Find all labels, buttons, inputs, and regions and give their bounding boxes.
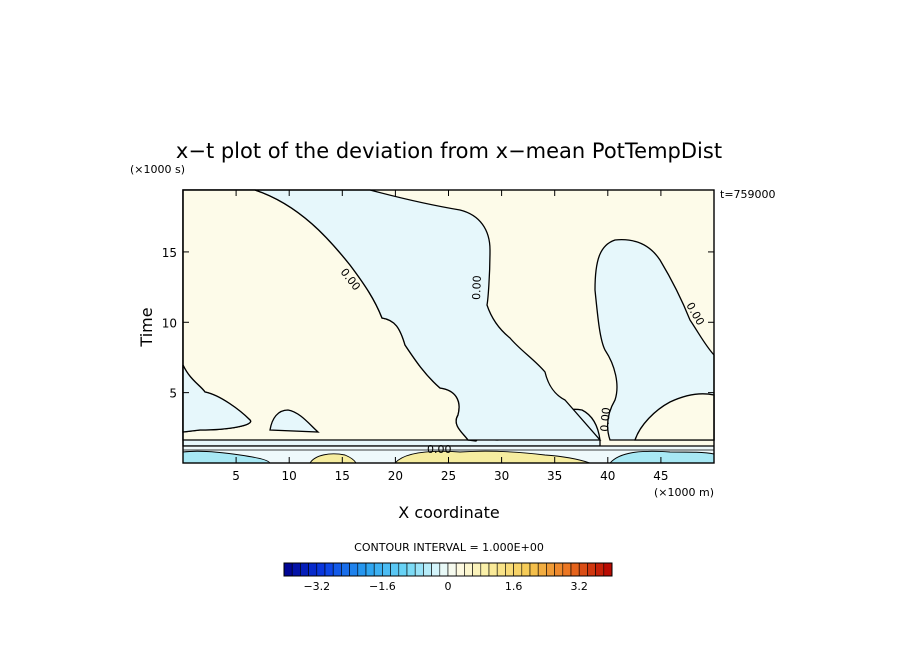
- colorbar-cell: [341, 562, 350, 577]
- colorbar-cell: [505, 562, 514, 577]
- colorbar-cell: [595, 562, 605, 577]
- contour-label: 0.00: [598, 407, 613, 433]
- colorbar-cell: [578, 562, 588, 577]
- colorbar-tick-label: 1.6: [505, 580, 523, 593]
- colorbar-cell: [300, 562, 309, 577]
- y-tick-label: 5: [169, 387, 177, 401]
- colorbar-cell: [439, 562, 449, 577]
- x-tick-label: 45: [653, 469, 668, 483]
- y-tick-label: 10: [162, 316, 177, 330]
- x-axis-label: X coordinate: [398, 503, 499, 522]
- colorbar-cell: [496, 562, 506, 577]
- colorbar-cell: [349, 562, 359, 577]
- y-axis: 5 10 15: [162, 246, 714, 401]
- negative-region-left-bottom: [182, 364, 252, 433]
- colorbar-tick-label: 0: [445, 580, 452, 593]
- colorbar-cell: [513, 562, 523, 577]
- colorbar-cell: [390, 562, 400, 577]
- colorbar-cell: [291, 562, 301, 577]
- x-tick-label: 20: [388, 469, 403, 483]
- positive-region-right-bottom: [634, 393, 715, 441]
- colorbar-cell: [562, 562, 572, 577]
- colorbar-ticks: −3.2 −1.6 0 1.6 3.2: [303, 580, 588, 593]
- colorbar-cell: [373, 562, 383, 577]
- colorbar-frame: [283, 562, 613, 577]
- contour-label: 0.00: [427, 443, 452, 456]
- chart-title: x−t plot of the deviation from x−mean Po…: [176, 139, 722, 163]
- colorbar-cell: [398, 562, 408, 577]
- colorbar-cell: [324, 562, 334, 577]
- x-axis: 5 10 15 20 25 30 35 40 45: [232, 190, 669, 483]
- bottom-positive-patch-small: [309, 453, 357, 464]
- y-unit-label: (×1000 s): [130, 163, 185, 176]
- negative-region-right: [594, 239, 715, 441]
- contour-interval-text: CONTOUR INTERVAL = 1.000E+00: [354, 541, 544, 554]
- plot-area: 0.00 0.00 0.00 0.00 0.00: [182, 189, 715, 464]
- x-tick-label: 40: [600, 469, 615, 483]
- colorbar-tick-label: 3.2: [570, 580, 588, 593]
- bottom-negative-patch: [182, 450, 271, 464]
- colorbar-cell: [587, 562, 596, 577]
- contour-label: 0.00: [470, 275, 484, 300]
- bottom-positive-patch: [393, 450, 591, 464]
- negative-region-small: [269, 409, 320, 433]
- colorbar-cell: [570, 562, 580, 577]
- colorbar-cell: [423, 562, 432, 577]
- time-stamp: t=759000: [720, 188, 776, 201]
- negative-region-upper: [254, 189, 602, 441]
- x-tick-label: 10: [282, 469, 297, 483]
- colorbar-cell: [357, 562, 367, 577]
- colorbar-cell: [603, 562, 613, 577]
- x-tick-label: 5: [232, 469, 240, 483]
- colorbar-tick-label: −1.6: [369, 580, 396, 593]
- x-tick-label: 35: [547, 469, 562, 483]
- colorbar-cell: [480, 562, 490, 577]
- x-tick-label: 15: [335, 469, 350, 483]
- colorbar-tick-label: −3.2: [303, 580, 330, 593]
- colorbar-cell: [365, 562, 375, 577]
- colorbar-cell: [447, 562, 457, 577]
- colorbar-cell: [308, 562, 318, 577]
- colorbar-cell: [464, 562, 473, 577]
- colorbar-cell: [521, 562, 531, 577]
- colorbar-cell: [554, 562, 564, 577]
- colorbar-cell: [455, 562, 465, 577]
- colorbar-cell: [546, 562, 555, 577]
- colorbar-cell: [406, 562, 416, 577]
- y-axis-label: Time: [137, 307, 156, 347]
- colorbar-cell: [332, 562, 342, 577]
- colorbar: [283, 562, 613, 577]
- colorbar-cell: [472, 562, 482, 577]
- colorbar-cell: [382, 562, 391, 577]
- colorbar-cell: [283, 562, 293, 577]
- y-tick-label: 15: [162, 246, 177, 260]
- colorbar-cell: [316, 562, 326, 577]
- colorbar-cell: [414, 562, 424, 577]
- colorbar-cell: [488, 562, 498, 577]
- x-tick-label: 25: [441, 469, 456, 483]
- colorbar-cell: [431, 562, 441, 577]
- colorbar-cell: [537, 562, 547, 577]
- colorbar-cell: [529, 562, 539, 577]
- bottom-negative-patch-right: [608, 450, 715, 464]
- x-unit-label: (×1000 m): [654, 486, 714, 499]
- x-tick-label: 30: [494, 469, 509, 483]
